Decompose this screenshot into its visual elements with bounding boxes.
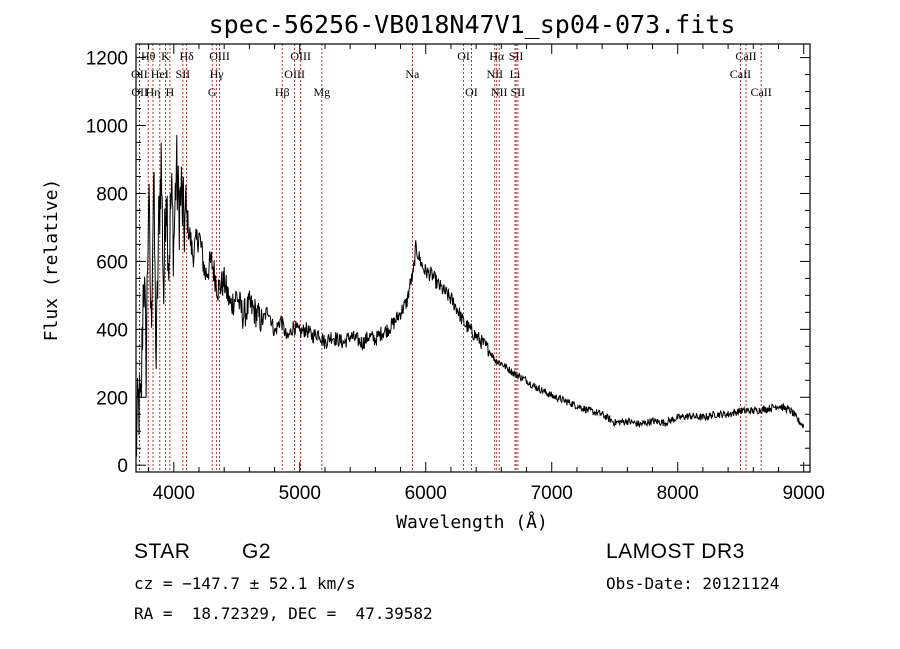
spectral-lines [138, 44, 762, 472]
x-tick-label: 6000 [405, 483, 447, 504]
line-label: Hδ [179, 49, 194, 63]
line-label: Hθ [141, 49, 156, 63]
line-label: CaII [730, 67, 751, 81]
observation-date: Obs-Date: 20121124 [606, 574, 780, 593]
flux-series [135, 134, 805, 457]
line-label: H [166, 85, 175, 99]
line-label: CaII [735, 49, 756, 63]
y-tick-label: 0 [117, 456, 128, 477]
coordinates: RA = 18.72329, DEC = 47.39582 [134, 604, 433, 623]
line-label: OIII [209, 49, 230, 63]
line-label: SII [176, 67, 191, 81]
line-label: K [161, 49, 170, 63]
y-tick-label: 800 [96, 184, 128, 205]
line-label: OIII [290, 49, 311, 63]
subclass: G2 [242, 540, 272, 563]
line-label: SII [511, 85, 526, 99]
line-label: OI [465, 85, 478, 99]
line-label: CaII [750, 85, 771, 99]
line-label: Li [510, 67, 521, 81]
y-axis-label: Flux (relative) [41, 179, 62, 342]
x-tick-label: 4000 [153, 483, 195, 504]
line-label: OIII [284, 67, 305, 81]
line-label: G [208, 85, 217, 99]
x-tick-label: 7000 [531, 483, 573, 504]
class-type: STAR [134, 540, 191, 563]
y-tick-label: 1200 [86, 49, 128, 70]
y-tick-label: 400 [96, 320, 128, 341]
redshift-velocity: cz = −147.7 ± 52.1 km/s [134, 574, 356, 593]
flux-line [135, 134, 805, 457]
x-tick-label: 8000 [657, 483, 699, 504]
line-label: OII [131, 67, 148, 81]
x-tick-label: 9000 [783, 483, 825, 504]
axis-ticks: 4000 5000 6000 7000 8000 9000 0 200 400 600 800 100… [86, 44, 825, 504]
plot-frame [135, 43, 811, 473]
line-label: HeI [151, 67, 169, 81]
line-label: Hη [146, 85, 161, 99]
y-tick-label: 200 [96, 388, 128, 409]
y-tick-label: 600 [96, 252, 128, 273]
line-label: Hγ [210, 67, 225, 81]
line-label: OI [457, 49, 470, 63]
line-label: Mg [313, 85, 330, 99]
y-tick-label: 1000 [86, 117, 128, 138]
survey-name: LAMOST DR3 [606, 540, 745, 563]
line-label: Hα [489, 49, 505, 63]
chart-title: spec-56256-VB018N47V1_sp04-073.fits [209, 10, 736, 39]
x-tick-label: 5000 [279, 483, 321, 504]
line-label: NII [491, 85, 508, 99]
line-label: NII [486, 67, 503, 81]
line-label: SII [509, 49, 524, 63]
line-label: Hβ [275, 85, 290, 99]
x-axis-label: Wavelength (Å) [396, 511, 548, 533]
line-label: Na [405, 67, 420, 81]
